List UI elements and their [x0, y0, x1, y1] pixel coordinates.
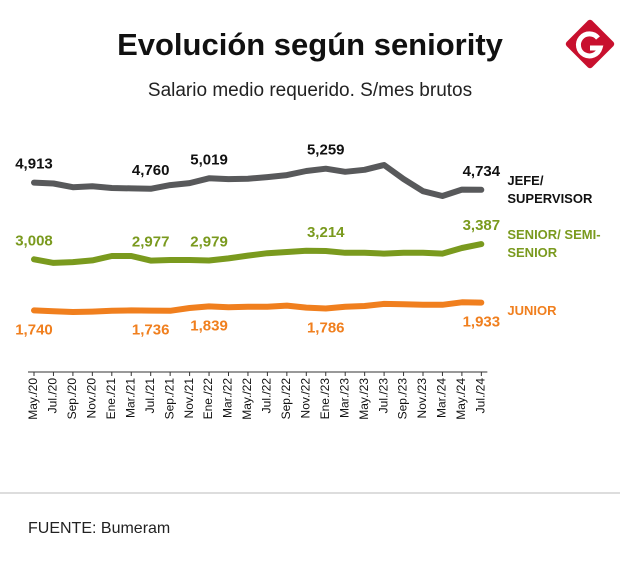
data-label: 4,760 [132, 162, 170, 179]
series-label: JEFE/ SUPERVISOR [507, 172, 593, 206]
series-label: JUNIOR [507, 302, 557, 318]
data-label: 1,933 [463, 314, 501, 331]
x-tick-label: Mar./23 [337, 378, 351, 418]
data-label: 3,008 [15, 232, 53, 249]
data-label: 1,839 [190, 317, 228, 334]
x-tick-label: Mar./21 [123, 378, 137, 418]
series-line [31, 162, 485, 199]
x-tick-label: Ene./21 [104, 378, 118, 420]
x-tick-label: Mar./22 [221, 378, 235, 418]
x-tick-label: Jul./22 [260, 378, 274, 414]
x-tick-label: Jul./24 [474, 378, 488, 414]
x-tick-label: Nov./22 [298, 378, 312, 419]
data-label: 1,786 [307, 320, 345, 337]
x-tick-label: May./23 [357, 378, 371, 420]
data-label: 2,977 [132, 234, 170, 251]
series-label: SENIOR/ SEMI-SENIOR [507, 227, 601, 261]
series-line [31, 241, 485, 266]
chart-subtitle: Salario medio requerido. S/mes brutos [148, 80, 472, 101]
x-tick-label: Nov./20 [85, 378, 99, 419]
x-tick-label: May./24 [454, 378, 468, 420]
x-tick-label: Sep./23 [396, 378, 410, 420]
data-label: 3,214 [307, 224, 345, 241]
data-label: 4,913 [15, 156, 53, 173]
data-label: 1,736 [132, 322, 170, 339]
data-label: 3,387 [463, 217, 501, 234]
x-tick-label: May./20 [26, 378, 40, 420]
x-tick-label: Mar./24 [435, 378, 449, 418]
x-tick-label: Jul./21 [143, 378, 157, 414]
data-label: 5,019 [190, 151, 228, 168]
x-tick-label: Jul./20 [46, 378, 60, 414]
data-label: 4,734 [463, 163, 501, 180]
data-label: 5,259 [307, 142, 345, 159]
data-label: 2,979 [190, 233, 228, 250]
data-label: 1,740 [15, 321, 53, 338]
x-tick-label: Sep./22 [279, 378, 293, 420]
series-line [31, 299, 485, 315]
x-tick-label: Nov./21 [182, 378, 196, 419]
chart-title: Evolución según seniority [117, 27, 504, 62]
logo [565, 19, 615, 69]
x-tick-label: Sep./20 [65, 378, 79, 420]
x-tick-label: Ene./23 [318, 378, 332, 420]
x-tick-label: Jul./23 [376, 378, 390, 414]
x-tick-label: Nov./23 [415, 378, 429, 419]
x-tick-label: May./22 [240, 378, 254, 420]
x-tick-label: Ene./22 [201, 378, 215, 420]
x-tick-label: Sep./21 [162, 378, 176, 420]
source: FUENTE: Bumeram [28, 520, 170, 537]
